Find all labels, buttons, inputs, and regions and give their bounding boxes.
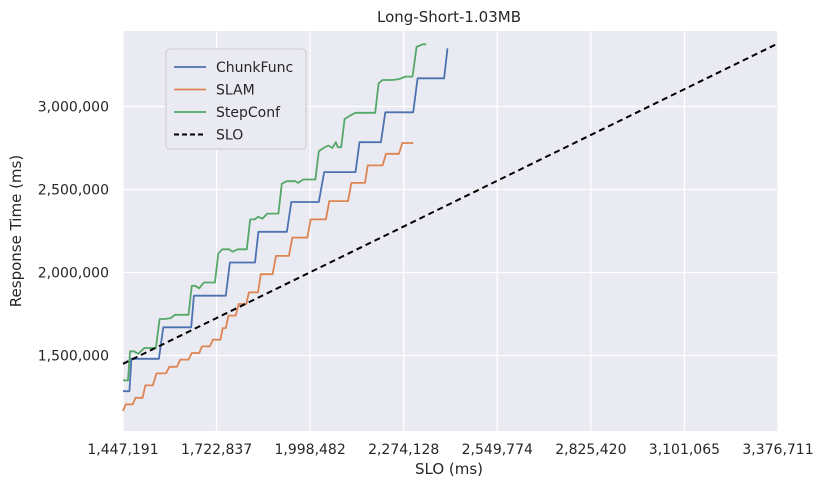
x-tick-label: 3,101,065 [649, 442, 720, 458]
x-tick-label: 1,722,837 [181, 442, 252, 458]
series-line-slo [122, 42, 779, 365]
x-tick-label: 2,825,420 [555, 442, 626, 458]
series-line-chunkfunc [123, 48, 449, 393]
y-tick-label: 2,000,000 [38, 265, 109, 281]
y-tick-label: 3,000,000 [38, 100, 109, 116]
x-tick-label: 2,549,774 [462, 442, 533, 458]
legend: ChunkFunc SLAM StepConf SLO [165, 48, 307, 150]
y-tick-labels: 1,500,000 2,000,000 2,500,000 3,000,000 [38, 100, 109, 365]
chart-title: Long-Short-1.03MB [377, 8, 521, 26]
x-tick-label: 1,447,191 [87, 442, 158, 458]
x-tick-label: 1,998,482 [275, 442, 346, 458]
x-tick-label: 2,274,128 [368, 442, 439, 458]
x-tick-label: 3,376,711 [742, 442, 813, 458]
y-tick-label: 2,500,000 [38, 183, 109, 199]
grid [122, 31, 779, 431]
x-tick-labels: 1,447,191 1,722,837 1,998,482 2,274,128 2,54… [87, 442, 813, 458]
x-axis-label: SLO (ms) [415, 460, 483, 478]
legend-label-stepconf: StepConf [216, 105, 281, 121]
y-tick-label: 1,500,000 [38, 348, 109, 364]
series-line-stepconf [123, 43, 427, 382]
legend-box [165, 48, 307, 150]
series-line-slam [122, 142, 414, 412]
legend-label-slam: SLAM [216, 83, 255, 99]
series-lines [122, 42, 779, 412]
legend-label-chunkfunc: ChunkFunc [216, 60, 293, 76]
legend-label-slo: SLO [216, 128, 243, 144]
y-axis-label: Response Time (ms) [7, 155, 25, 307]
